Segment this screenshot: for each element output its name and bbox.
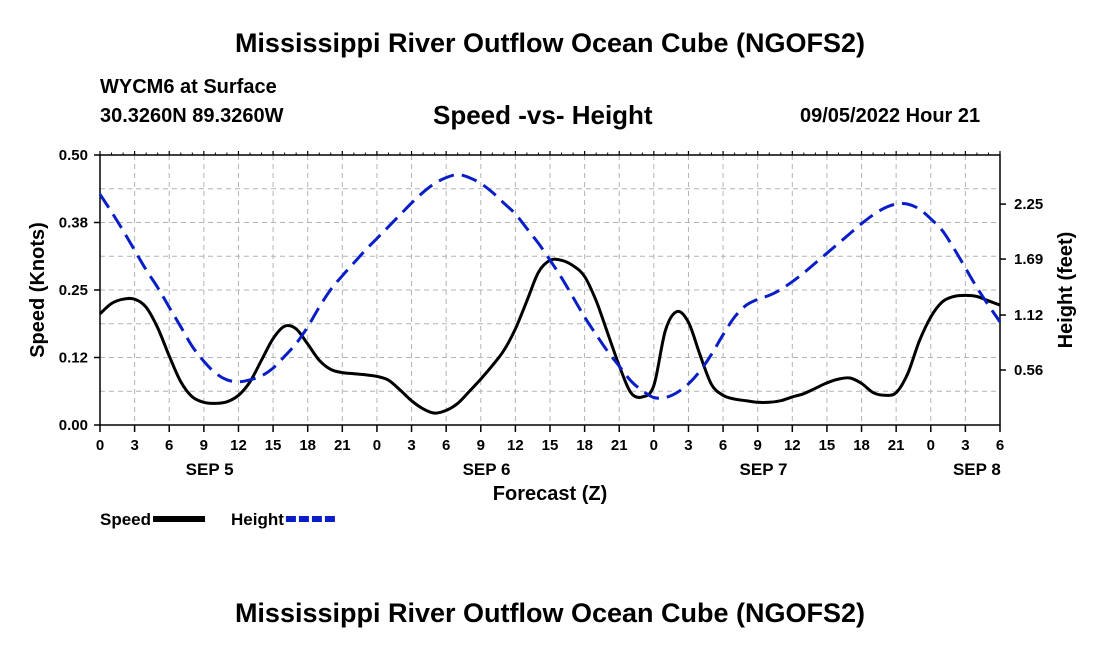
x-axis-label: Forecast (Z) — [493, 483, 607, 505]
footer-title: Mississippi River Outflow Ocean Cube (NG… — [234, 598, 866, 628]
y2-tick-label: 2.25 — [1014, 196, 1043, 213]
y-tick-label: 0.00 — [59, 417, 88, 434]
x-tick-label: 6 — [719, 437, 727, 454]
x-tick-label: 9 — [754, 437, 762, 454]
y-tick-label: 0.25 — [59, 282, 88, 299]
x-tick-label: 6 — [442, 437, 450, 454]
y2-tick-label: 1.12 — [1014, 307, 1043, 324]
axis-ticks — [94, 151, 1006, 432]
date-label: SEP 7 — [740, 460, 788, 479]
x-tick-label: 9 — [477, 437, 485, 454]
x-tick-label: 3 — [407, 437, 415, 454]
axis-tick-labels: 0 3 6 9 12 15 18 21 0 3 6 9 12 15 18 21 0 3 6 9 12 15 18 21 0 3 6 0… — [59, 147, 1043, 479]
legend-label-speed: Speed — [100, 510, 151, 529]
speed-height-chart: 0 3 6 9 12 15 18 21 0 3 6 9 12 15 18 21 0 3 6 9 12 15 18 21 0 3 6 0… — [27, 147, 1077, 529]
x-tick-label: 21 — [334, 437, 351, 454]
x-tick-label: 21 — [888, 437, 905, 454]
station-label: WYCM6 at Surface — [100, 76, 277, 98]
y2-tick-label: 0.56 — [1014, 362, 1043, 379]
x-tick-label: 3 — [684, 437, 692, 454]
main-title: Mississippi River Outflow Ocean Cube (NG… — [234, 28, 866, 58]
height-series-line — [98, 173, 1002, 400]
date-label: SEP 5 — [186, 460, 234, 479]
x-tick-label: 18 — [576, 437, 593, 454]
x-tick-label: 15 — [265, 437, 282, 454]
x-tick-label: 21 — [611, 437, 628, 454]
y2-axis-label: Height (feet) — [1055, 232, 1077, 349]
legend-label-height: Height — [231, 510, 284, 529]
y-axis-label: Speed (Knots) — [27, 222, 49, 358]
x-tick-label: 0 — [650, 437, 658, 454]
x-tick-label: 15 — [542, 437, 559, 454]
date-label: SEP 8 — [953, 460, 1001, 479]
date-label: SEP 6 — [463, 460, 511, 479]
x-tick-label: 18 — [853, 437, 870, 454]
x-tick-label: 6 — [996, 437, 1004, 454]
x-tick-label: 12 — [230, 437, 247, 454]
x-tick-label: 0 — [373, 437, 381, 454]
grid-lines — [100, 155, 1000, 425]
y2-tick-label: 1.69 — [1014, 251, 1043, 268]
station-coordinates: 30.3260N 89.3260W — [100, 105, 284, 127]
x-tick-label: 12 — [784, 437, 801, 454]
x-tick-label: 6 — [165, 437, 173, 454]
x-tick-label: 15 — [819, 437, 836, 454]
forecast-timestamp: 09/05/2022 Hour 21 — [800, 105, 981, 127]
x-tick-label: 3 — [961, 437, 969, 454]
chart-title: Speed -vs- Height — [433, 100, 653, 130]
x-tick-label: 0 — [96, 437, 104, 454]
x-tick-label: 12 — [507, 437, 524, 454]
x-tick-label: 9 — [200, 437, 208, 454]
x-tick-label: 18 — [299, 437, 316, 454]
x-tick-label: 0 — [927, 437, 935, 454]
y-tick-label: 0.12 — [59, 350, 88, 367]
y-tick-label: 0.38 — [59, 215, 88, 232]
y-tick-label: 0.50 — [59, 147, 88, 164]
data-series — [98, 173, 1002, 415]
legend: Speed Height — [100, 510, 338, 529]
x-tick-label: 3 — [130, 437, 138, 454]
